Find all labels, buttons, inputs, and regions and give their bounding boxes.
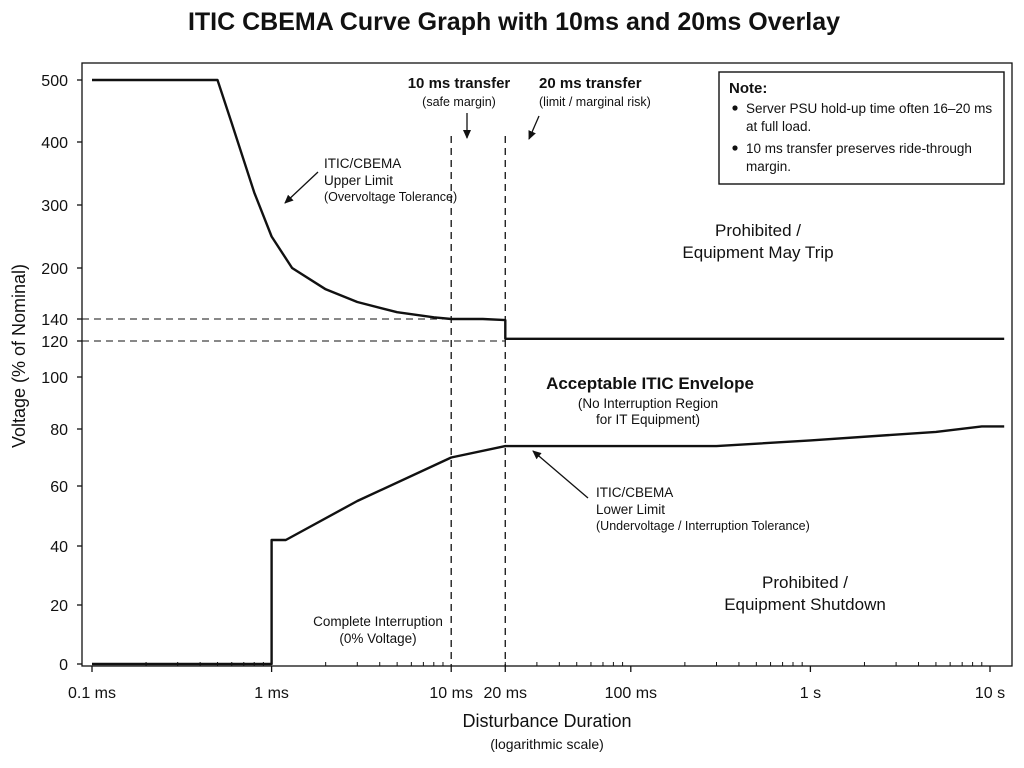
y-tick-label-200: 200: [41, 261, 68, 278]
x-tick-label-6: 10 s: [975, 685, 1005, 702]
interruption-label-1: Complete Interruption: [313, 614, 443, 629]
note-text-1a: Server PSU hold-up time often 16–20 ms: [746, 101, 992, 116]
note-text-1b: at full load.: [746, 119, 811, 134]
note-text-2a: 10 ms transfer preserves ride-through: [746, 141, 972, 156]
note-frame: [718, 71, 1005, 185]
prohibited-trip-label-2: Equipment May Trip: [682, 243, 833, 262]
chart-title: ITIC CBEMA Curve Graph with 10ms and 20m…: [188, 8, 840, 36]
note-bullet-2: [732, 145, 738, 151]
transfer-20ms-arrow: [528, 115, 540, 140]
y-tick-label-500: 500: [41, 73, 68, 90]
x-axis-ticks: 0.1 ms 1 ms 10 ms 20 ms 100 ms 1 s 10 s: [68, 666, 1005, 702]
y-tick-label-80: 80: [50, 422, 68, 439]
y-tick-label-120: 120: [41, 334, 68, 351]
interruption-label-2: (0% Voltage): [339, 631, 416, 646]
note-text-2b: margin.: [746, 159, 791, 174]
upper-limit-arrow: [284, 171, 319, 204]
transfer-20ms-sublabel: (limit / marginal risk): [539, 95, 651, 109]
y-tick-label-40: 40: [50, 539, 68, 556]
acceptable-envelope-title: Acceptable ITIC Envelope: [546, 374, 754, 393]
upper-limit-curve: [92, 78, 1005, 340]
lower-limit-curve: [92, 425, 1005, 666]
lower-limit-arrow: [532, 450, 589, 499]
note-title: Note:: [729, 80, 767, 97]
prohibited-shutdown-label-1: Prohibited /: [762, 573, 848, 592]
series-lines: [92, 78, 1005, 666]
x-tick-label-4: 100 ms: [605, 685, 657, 702]
note-bullet-1: [732, 105, 738, 111]
x-axis-sublabel: (logarithmic scale): [490, 736, 604, 752]
lower-limit-label-3: (Undervoltage / Interruption Tolerance): [596, 519, 810, 533]
y-tick-label-140: 140: [41, 312, 68, 329]
lower-limit-label-1: ITIC/CBEMA: [596, 485, 673, 500]
y-tick-label-20: 20: [50, 598, 68, 615]
x-tick-label-5: 1 s: [800, 685, 821, 702]
note-box: Note: Server PSU hold-up time often 16–2…: [718, 71, 1005, 185]
y-tick-label-60: 60: [50, 479, 68, 496]
upper-limit-label-1: ITIC/CBEMA: [324, 156, 401, 171]
transfer-10ms-label: 10 ms transfer: [408, 75, 511, 92]
y-tick-label-300: 300: [41, 198, 68, 215]
prohibited-trip-label-1: Prohibited /: [715, 221, 801, 240]
x-tick-label-3: 20 ms: [483, 685, 527, 702]
y-tick-label-100: 100: [41, 370, 68, 387]
x-minor-ticks: [145, 662, 983, 666]
y-axis-label: Voltage (% of Nominal): [9, 264, 29, 448]
y-tick-label-400: 400: [41, 135, 68, 152]
y-tick-label-0: 0: [59, 657, 68, 674]
transfer-10ms-sublabel: (safe margin): [422, 95, 496, 109]
plot-frame: [81, 62, 1013, 667]
upper-limit-label-3: (Overvoltage Tolerance): [324, 190, 457, 204]
x-tick-label-2: 10 ms: [429, 685, 473, 702]
reference-lines: [82, 136, 506, 666]
x-axis-label: Disturbance Duration: [462, 711, 631, 731]
transfer-20ms-label: 20 ms transfer: [539, 75, 642, 92]
upper-limit-label-2: Upper Limit: [324, 173, 393, 188]
x-tick-label-1: 1 ms: [254, 685, 289, 702]
acceptable-envelope-sub-2: for IT Equipment): [596, 412, 700, 427]
x-tick-label-0: 0.1 ms: [68, 685, 116, 702]
prohibited-shutdown-label-2: Equipment Shutdown: [724, 595, 886, 614]
y-axis-ticks: 0 20 40 60 80 100 120 140 200 300 400 500: [41, 73, 82, 674]
acceptable-envelope-sub-1: (No Interruption Region: [578, 396, 718, 411]
lower-limit-label-2: Lower Limit: [596, 502, 665, 517]
